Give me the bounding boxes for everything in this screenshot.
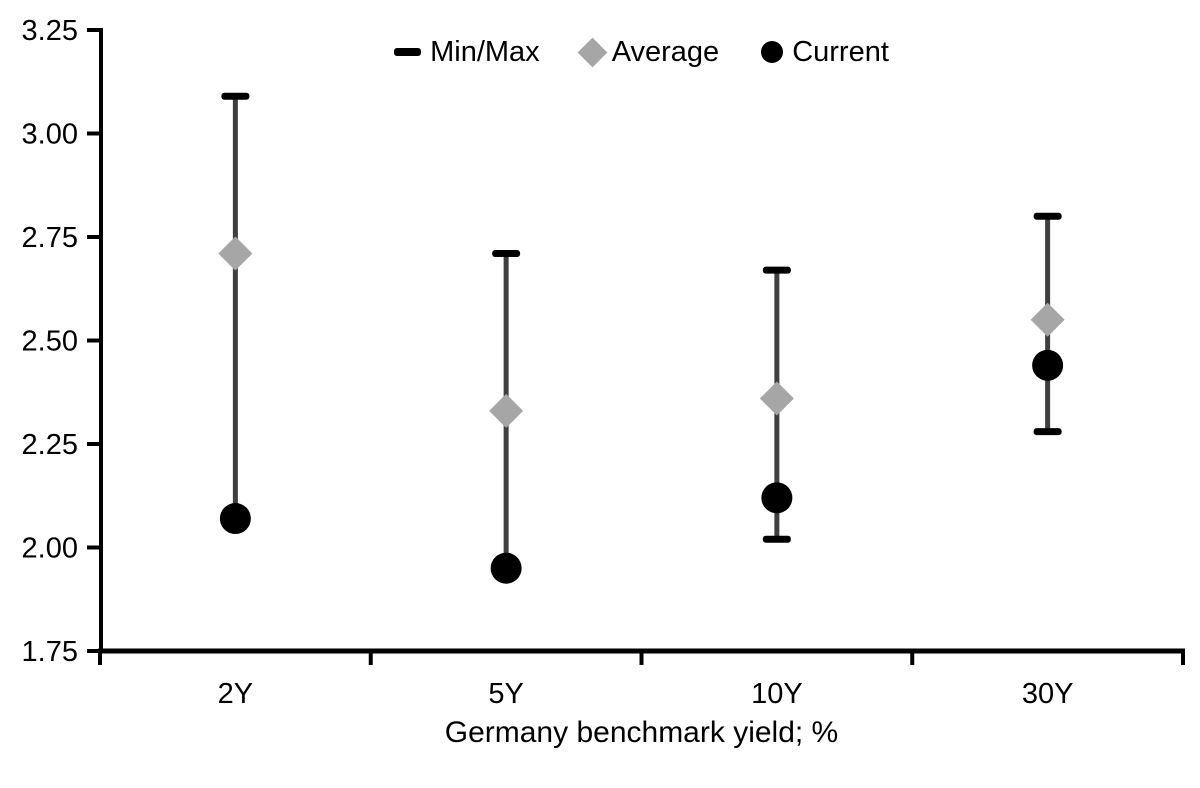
y-tick-label: 2.25 bbox=[22, 429, 78, 461]
x-axis-title: Germany benchmark yield; % bbox=[444, 716, 839, 749]
y-tick-label: 1.75 bbox=[22, 636, 78, 668]
max-cap bbox=[221, 92, 250, 100]
current-marker bbox=[1032, 349, 1064, 381]
y-tick-label: 2.75 bbox=[22, 222, 78, 254]
current-marker bbox=[219, 503, 251, 535]
y-tick-label: 3.25 bbox=[22, 15, 78, 47]
y-tick-label: 3.00 bbox=[22, 119, 78, 151]
legend-label-average: Average bbox=[611, 35, 720, 68]
legend-item-minmax: Min/Max bbox=[394, 35, 540, 68]
legend-item-average: Average bbox=[577, 35, 720, 68]
y-tick-label: 2.00 bbox=[22, 533, 78, 565]
max-cap bbox=[1033, 212, 1062, 220]
average-marker bbox=[1030, 302, 1065, 337]
average-marker bbox=[759, 381, 794, 416]
max-cap bbox=[492, 250, 521, 258]
current-circle-icon bbox=[761, 41, 784, 63]
max-cap bbox=[762, 266, 791, 274]
average-diamond-icon bbox=[577, 37, 608, 67]
legend: Min/Max Average Current bbox=[100, 30, 1183, 74]
legend-label-minmax: Min/Max bbox=[430, 35, 540, 68]
legend-label-current: Current bbox=[792, 35, 889, 68]
current-marker bbox=[490, 552, 522, 584]
x-tick-label: 5Y bbox=[488, 678, 523, 710]
min-cap bbox=[762, 535, 791, 543]
average-marker bbox=[218, 236, 253, 271]
x-tick-label: 2Y bbox=[218, 678, 253, 710]
current-marker bbox=[761, 482, 793, 514]
legend-item-current: Current bbox=[761, 35, 889, 68]
min-cap bbox=[1033, 428, 1062, 436]
x-tick-label: 10Y bbox=[751, 678, 803, 710]
y-tick-label: 2.50 bbox=[22, 326, 78, 358]
minmax-cap-icon bbox=[394, 48, 422, 56]
x-tick-label: 30Y bbox=[1022, 678, 1074, 710]
average-marker bbox=[489, 393, 524, 428]
